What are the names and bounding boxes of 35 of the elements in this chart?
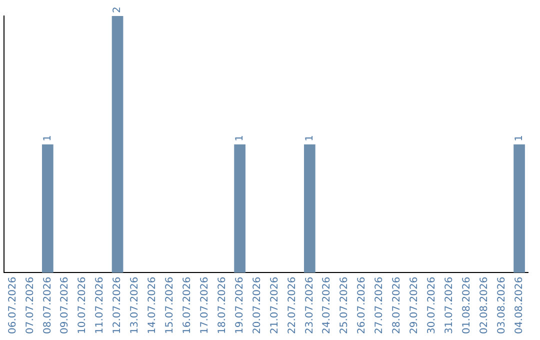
x-tick-label: 19.07.2026 [234,276,246,334]
x-tick-label: 03.08.2026 [496,276,508,334]
x-tick-label: 09.07.2026 [60,276,71,334]
x-tick-label: 07.07.2026 [24,276,36,334]
x-tick-label: 06.07.2026 [7,276,18,334]
x-tick-label: 26.07.2026 [356,276,368,334]
x-tick-label: 31.07.2026 [444,276,455,334]
x-tick-label: 11.07.2026 [94,276,106,334]
x-tick-label: 01.08.2026 [461,276,472,334]
x-tick-label: 18.07.2026 [216,276,228,334]
x-tick-label: 02.08.2026 [478,276,490,334]
x-tick-label: 12.07.2026 [112,276,124,334]
data-label: 1 [304,134,316,142]
x-tick-label: 30.07.2026 [426,276,438,334]
x-tick-label: 25.07.2026 [339,276,350,334]
x-tick-label: 21.07.2026 [269,276,280,334]
data-label: 1 [234,134,246,142]
x-tick-label: 10.07.2026 [77,276,88,334]
x-tick-label: 13.07.2026 [130,276,141,334]
x-tick-label: 22.07.2026 [286,276,298,334]
data-label: 1 [42,134,54,142]
x-tick-label: 27.07.2026 [374,276,386,334]
x-tick-label: 29.07.2026 [409,276,420,334]
x-tick-label: 24.07.2026 [322,276,333,334]
x-tick-label: 23.07.2026 [304,276,316,334]
x-tick-label: 08.07.2026 [42,276,54,334]
data-label: 1 [514,134,525,142]
x-tick-label: 15.07.2026 [164,276,176,334]
x-tick-label: 17.07.2026 [199,276,210,334]
x-tick-label: 28.07.2026 [392,276,403,334]
x-tick-label: 04.08.2026 [514,276,525,334]
x-tick-label: 20.07.2026 [252,276,263,334]
data-label: 2 [112,6,124,13]
x-tick-label: 16.07.2026 [182,276,193,334]
x-tick-label: 14.07.2026 [147,276,158,334]
